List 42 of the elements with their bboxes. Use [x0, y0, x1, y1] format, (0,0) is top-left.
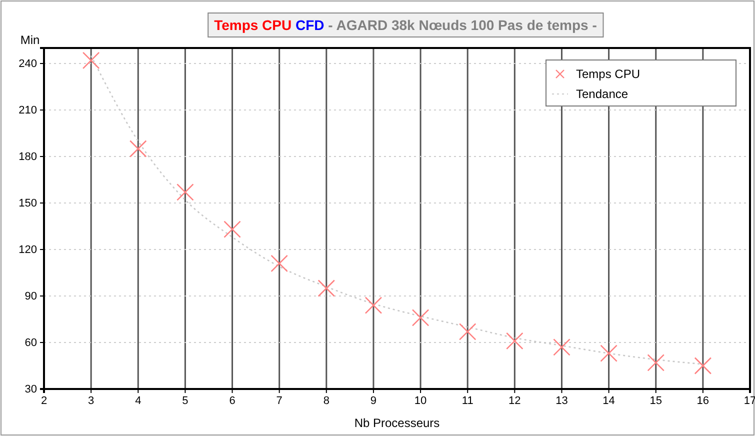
- chart-title: Temps CPU CFD - AGARD 38k Nœuds 100 Pas de temps -: [214, 17, 597, 33]
- point: [176, 184, 194, 201]
- x-tick-label: 8: [323, 394, 330, 407]
- x-tick-label: 11: [462, 394, 474, 407]
- point: [553, 338, 570, 356]
- y-tick-label: 210: [18, 104, 37, 117]
- x-tick-label: 3: [88, 394, 94, 407]
- legend-label: Temps CPU: [576, 67, 640, 81]
- y-tick-label: 240: [18, 58, 37, 70]
- y-tick-label: 150: [18, 198, 37, 210]
- point: [694, 357, 712, 374]
- point: [647, 354, 665, 372]
- point: [364, 296, 382, 314]
- y-tick-label: 30: [24, 384, 37, 396]
- legend-label: Tendance: [576, 87, 628, 101]
- point: [458, 323, 476, 340]
- x-tick-label: 14: [602, 394, 615, 407]
- y-tick-label: 120: [18, 244, 37, 256]
- x-tick-label: 15: [650, 394, 662, 407]
- x-tick-label: 16: [696, 394, 710, 407]
- x-tick-label: 12: [508, 394, 521, 407]
- x-tick-label: 5: [182, 394, 188, 407]
- point: [224, 220, 241, 238]
- x-tick-label: 9: [370, 394, 377, 407]
- point: [412, 309, 430, 326]
- x-tick-label: 6: [229, 394, 236, 407]
- point: [129, 140, 147, 158]
- point: [82, 52, 100, 70]
- y-tick-label: 180: [18, 151, 37, 164]
- x-axis-title: Nb Processeurs: [354, 416, 440, 430]
- x-tick-label: 7: [276, 394, 282, 407]
- x-tick-label: 4: [135, 394, 142, 407]
- y-axis-title: Min: [20, 33, 40, 47]
- point: [506, 332, 524, 350]
- x-tick-label: 2: [40, 394, 48, 407]
- point: [270, 254, 288, 272]
- y-tick-label: 90: [24, 290, 37, 303]
- point: [318, 280, 336, 297]
- x-tick-label: 10: [414, 394, 427, 407]
- point: [600, 344, 618, 362]
- x-tick-label: 13: [556, 394, 568, 407]
- y-tick-label: 60: [24, 337, 37, 350]
